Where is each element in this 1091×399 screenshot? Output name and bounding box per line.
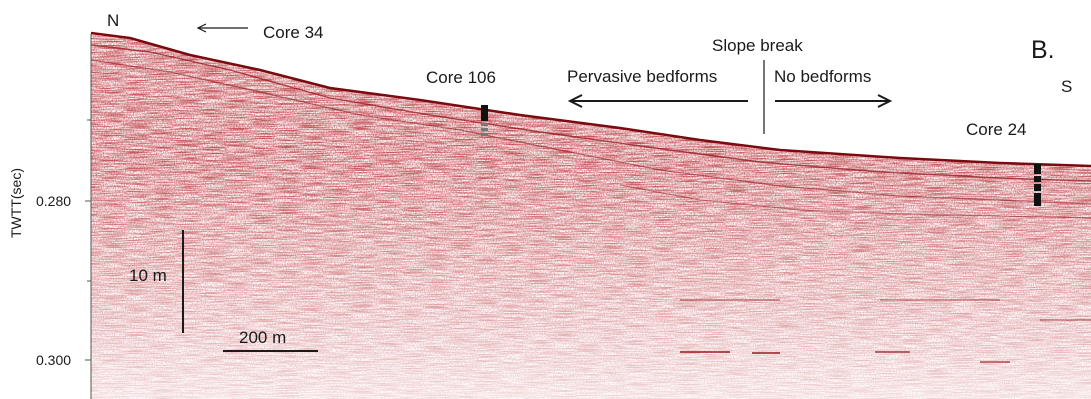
south-label: S <box>1061 77 1073 96</box>
seafloor-reflector <box>90 31 1091 168</box>
y-tick-label-0280: 0.280 <box>36 193 72 209</box>
core24-label: Core 24 <box>966 120 1027 139</box>
subbottom-reflector-3 <box>619 184 1091 219</box>
y-tick-label-0300: 0.300 <box>36 352 72 368</box>
no-bedforms-arrow <box>775 94 893 108</box>
deep-reflectors <box>680 299 1091 363</box>
core34-arrow <box>196 23 248 33</box>
subbottom-reflector-2 <box>90 59 1091 205</box>
y-axis-ticks <box>85 119 91 361</box>
vertical-scale-label: 10 m <box>129 266 167 285</box>
no-bedforms-label: No bedforms <box>774 67 872 86</box>
core34-label: Core 34 <box>263 23 324 42</box>
north-label: N <box>107 11 120 30</box>
y-axis-title: TWTT(sec) <box>8 168 24 238</box>
pervasive-bedforms-label: Pervasive bedforms <box>567 67 718 86</box>
core-24-marker <box>1034 164 1041 206</box>
core-106-marker <box>481 105 488 136</box>
subbottom-reflector-1 <box>90 44 1091 182</box>
pervasive-arrow <box>567 94 748 108</box>
core106-label: Core 106 <box>426 68 496 87</box>
horizontal-scale-label: 200 m <box>239 328 287 347</box>
slope-break-label: Slope break <box>712 36 803 55</box>
panel-label: B. <box>1031 36 1055 64</box>
